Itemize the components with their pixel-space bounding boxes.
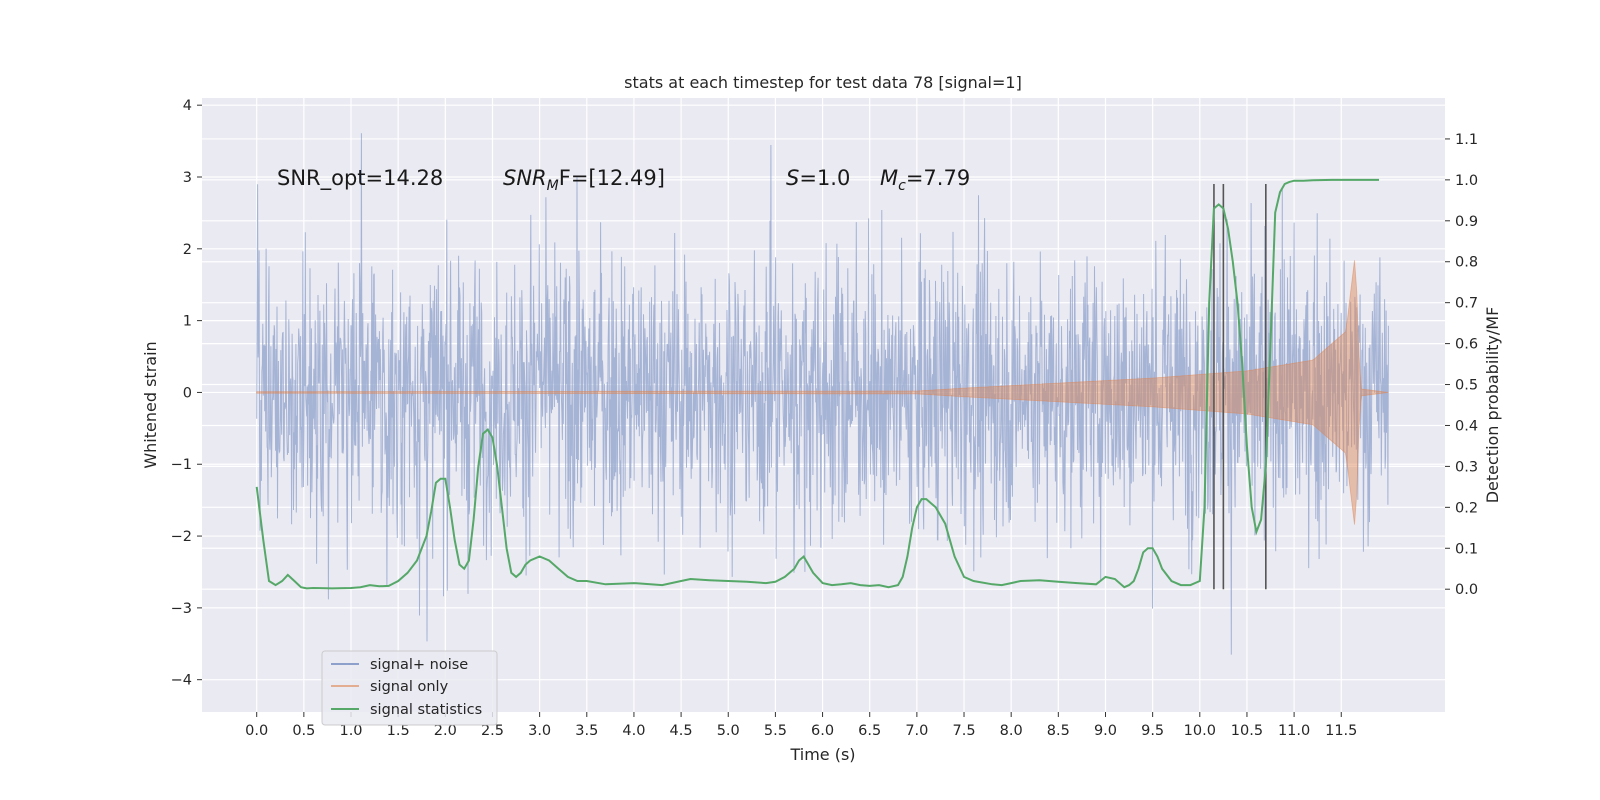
x-tick-label: 3.5 xyxy=(575,723,598,739)
series-signal-plus-noise xyxy=(256,133,1389,655)
x-tick-label: 11.0 xyxy=(1278,723,1310,739)
s-value: =1.0 xyxy=(799,166,850,190)
y-right-axis-ticks: 1.1 1.0 0.9 0.8 0.7 0.6 0.5 0.4 0.3 0.2 0.1 0.0 xyxy=(1445,132,1478,598)
x-tick-label: 6.5 xyxy=(858,723,881,739)
annotation-s: S=1.0 xyxy=(786,166,850,190)
y-right-tick-label: 0.0 xyxy=(1455,582,1478,598)
statistics-line xyxy=(255,178,1379,590)
snr-mf-sub: M xyxy=(547,178,559,194)
legend-box xyxy=(321,650,498,726)
y-tick-label: 2 xyxy=(183,242,192,258)
series-signal-only xyxy=(256,260,1389,525)
y-axis-label: Whitened strain xyxy=(141,341,160,468)
y-tick-label: 4 xyxy=(183,98,192,114)
mc-sub: c xyxy=(898,178,906,194)
y-right-tick-label: 0.9 xyxy=(1455,214,1478,230)
y-right-tick-label: 0.8 xyxy=(1455,255,1478,271)
x-tick-label: 2.0 xyxy=(434,723,457,739)
y-axis-ticks: 4 3 2 1 0 −1 −2 −3 −4 xyxy=(171,98,202,689)
x-tick-label: 8.0 xyxy=(1000,723,1023,739)
x-tick-label: 7.5 xyxy=(952,723,975,739)
annotation-snr-opt: SNR_opt=14.28 xyxy=(277,166,443,191)
snr-mf-prefix: SNR xyxy=(503,166,547,190)
annotation-snr-mf: SNRMF=[12.49] xyxy=(503,166,665,194)
y-right-axis-label: Detection probability/MF xyxy=(1483,307,1502,504)
x-tick-label: 2.5 xyxy=(481,723,504,739)
y-tick-label: −3 xyxy=(171,601,192,617)
legend-label-stats: signal statistics xyxy=(370,702,482,718)
y-right-tick-label: 0.1 xyxy=(1455,541,1478,557)
y-right-tick-label: 0.4 xyxy=(1455,418,1478,434)
annotation-mc: Mc=7.79 xyxy=(880,166,970,194)
vertical-markers xyxy=(1213,183,1267,590)
x-tick-label: 5.5 xyxy=(764,723,787,739)
y-tick-label: 0 xyxy=(183,385,192,401)
x-axis-ticks: 0.0 0.5 1.0 1.5 2.0 2.5 3.0 3.5 4.0 4.5 5.0 5.5 6.0 6… xyxy=(245,712,1357,739)
legend-label-noise: signal+ noise xyxy=(370,657,468,673)
y-right-tick-label: 0.7 xyxy=(1455,296,1478,312)
x-tick-label: 5.0 xyxy=(717,723,740,739)
y-tick-label: 1 xyxy=(183,314,192,330)
x-tick-label: 10.5 xyxy=(1231,723,1263,739)
y-tick-label: −2 xyxy=(171,529,192,545)
x-tick-label: 4.5 xyxy=(670,723,693,739)
y-right-tick-label: 1.1 xyxy=(1455,132,1478,148)
mc-value: =7.79 xyxy=(906,166,970,190)
annotations: SNR_opt=14.28 SNRMF=[12.49] S=1.0 Mc=7.7… xyxy=(277,166,970,194)
x-tick-label: 7.0 xyxy=(905,723,928,739)
x-tick-label: 9.5 xyxy=(1141,723,1164,739)
x-tick-label: 10.0 xyxy=(1184,723,1216,739)
s-label: S xyxy=(786,166,799,190)
x-tick-label: 0.5 xyxy=(292,723,315,739)
x-tick-label: 8.5 xyxy=(1047,723,1070,739)
y-tick-label: 3 xyxy=(183,170,192,186)
y-tick-label: −4 xyxy=(171,673,192,689)
x-tick-label: 1.5 xyxy=(387,723,410,739)
x-tick-label: 11.5 xyxy=(1325,723,1357,739)
y-right-tick-label: 1.0 xyxy=(1455,173,1478,189)
noise-line xyxy=(256,133,1389,655)
x-axis-label: Time (s) xyxy=(789,745,855,764)
chart-title: stats at each timestep for test data 78 … xyxy=(624,73,1022,92)
mc-label: M xyxy=(880,166,898,190)
legend-label-signal: signal only xyxy=(370,679,449,695)
x-tick-label: 9.0 xyxy=(1094,723,1117,739)
snr-mf-suffix: F=[12.49] xyxy=(559,166,665,190)
x-tick-label: 4.0 xyxy=(622,723,645,739)
y-right-tick-label: 0.3 xyxy=(1455,459,1478,475)
x-tick-label: 1.0 xyxy=(339,723,362,739)
legend: signal+ noise signal only signal statist… xyxy=(321,650,498,726)
x-tick-label: 0.0 xyxy=(245,723,268,739)
series-signal-statistics xyxy=(255,178,1379,590)
x-tick-label: 3.0 xyxy=(528,723,551,739)
y-right-tick-label: 0.6 xyxy=(1455,337,1478,353)
y-tick-label: −1 xyxy=(171,457,192,473)
signal-envelope xyxy=(256,260,1389,525)
y-right-tick-label: 0.5 xyxy=(1455,378,1478,394)
y-right-tick-label: 0.2 xyxy=(1455,500,1478,516)
x-tick-label: 6.0 xyxy=(811,723,834,739)
